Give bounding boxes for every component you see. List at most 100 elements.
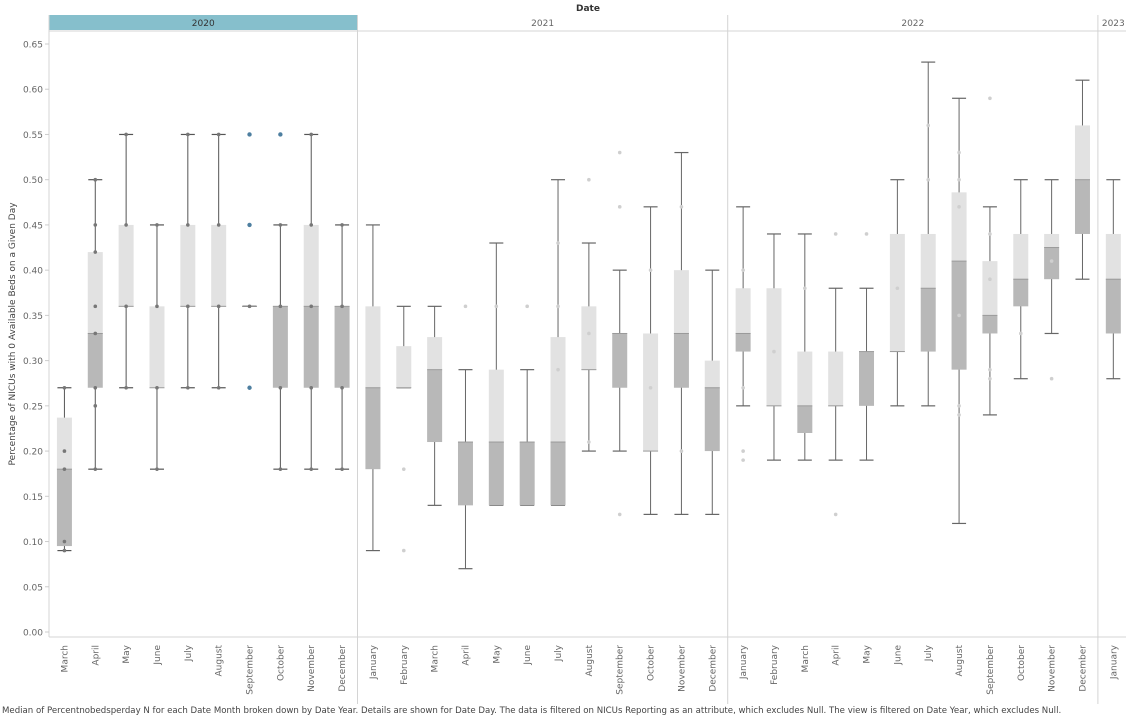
data-point — [772, 349, 776, 354]
data-point — [957, 413, 961, 417]
x-tick-label: August — [215, 645, 225, 677]
data-point — [1018, 331, 1023, 336]
box-upper — [488, 369, 504, 443]
data-point — [556, 367, 560, 372]
outlier-point — [278, 132, 283, 137]
data-point — [247, 304, 252, 309]
data-point — [186, 304, 190, 309]
box-upper — [920, 233, 936, 289]
year-header-label: 2020 — [192, 19, 215, 29]
x-tick-label: November — [677, 645, 687, 692]
y-tick-label: 0.00 — [23, 629, 43, 639]
box-lower — [1013, 279, 1029, 307]
x-tick-label: October — [276, 645, 286, 681]
y-tick-label: 0.25 — [23, 402, 43, 412]
data-point — [278, 385, 283, 390]
data-point — [309, 132, 314, 137]
data-point — [62, 385, 67, 390]
box-upper — [550, 337, 566, 443]
data-point — [62, 467, 67, 471]
data-point — [93, 177, 98, 182]
data-point — [216, 132, 221, 137]
y-tick-label: 0.55 — [23, 131, 43, 141]
data-point — [186, 385, 190, 390]
data-point — [309, 304, 314, 309]
x-tick-label: November — [307, 645, 317, 692]
data-point — [216, 385, 221, 390]
x-tick-label: September — [246, 645, 256, 695]
box-lower — [457, 442, 473, 506]
data-point — [309, 385, 314, 390]
box-lower — [427, 369, 443, 443]
y-tick-label: 0.50 — [23, 176, 43, 186]
data-point — [124, 304, 128, 309]
year-header-label: 2021 — [531, 19, 554, 29]
box-lower — [673, 333, 689, 388]
data-point — [309, 467, 314, 471]
x-tick-label: July — [554, 644, 564, 662]
y-tick-label: 0.30 — [23, 357, 43, 367]
data-point — [62, 548, 67, 553]
x-tick-label: September — [986, 645, 996, 695]
year-header-label: 2023 — [1102, 19, 1125, 29]
data-point — [155, 385, 159, 390]
chart-frame — [48, 15, 1126, 704]
x-tick-label: September — [616, 645, 626, 695]
x-tick-label: May — [122, 644, 132, 663]
box-upper — [1044, 233, 1060, 248]
data-point — [648, 268, 653, 272]
data-point — [525, 304, 529, 309]
data-point — [617, 150, 622, 155]
data-point — [957, 404, 961, 408]
box-upper — [87, 252, 103, 334]
data-point — [556, 304, 560, 309]
box-lower — [519, 442, 535, 506]
x-tick-label: December — [1078, 645, 1088, 692]
outlier-point — [247, 222, 252, 228]
box-upper — [1105, 233, 1121, 280]
data-point — [957, 205, 961, 209]
x-tick-label: August — [585, 645, 595, 677]
y-tick-label: 0.65 — [23, 41, 43, 51]
data-point — [93, 467, 98, 471]
box-upper — [149, 306, 165, 388]
boxes — [56, 61, 1121, 570]
data-point — [587, 331, 591, 336]
data-point — [186, 132, 190, 137]
top-header-label: Date — [576, 4, 600, 14]
data-point — [124, 223, 128, 227]
box-upper — [1074, 125, 1090, 180]
box-upper — [643, 333, 659, 452]
x-tick-label: December — [708, 645, 718, 692]
x-tick-label: May — [492, 644, 502, 663]
box-lower — [982, 315, 998, 334]
data-point — [494, 304, 499, 309]
x-tick-label: April — [832, 645, 842, 666]
data-point — [278, 223, 283, 227]
box-upper — [828, 351, 844, 406]
x-tick-label: June — [893, 645, 903, 666]
box-upper — [365, 306, 381, 388]
box-upper — [766, 288, 782, 406]
box-upper — [303, 224, 319, 307]
data-point — [93, 385, 98, 390]
data-point — [401, 548, 406, 553]
data-point — [216, 304, 221, 309]
data-point — [155, 304, 159, 309]
year-headers: 2020 2021 2022 2023 — [49, 15, 1125, 30]
x-tick-label: January — [369, 644, 379, 680]
data-point — [957, 177, 961, 182]
data-point — [340, 467, 344, 471]
data-point — [186, 223, 190, 227]
box-plot-chart: Date 2020 2021 2022 2023 0.000.050.100.150.… — [8, 4, 1126, 704]
year-header-label: 2022 — [901, 19, 924, 29]
x-tick-label: March — [60, 645, 70, 672]
box-lower — [87, 333, 103, 388]
x-tick-label: January — [1109, 644, 1119, 680]
data-point — [679, 449, 684, 453]
box-lower — [612, 333, 628, 388]
y-axis-label: Percentage of NICUs with 0 Available Bed… — [8, 202, 18, 466]
y-tick-label: 0.20 — [23, 448, 43, 458]
box-lower — [272, 306, 288, 388]
box-upper — [427, 337, 443, 370]
